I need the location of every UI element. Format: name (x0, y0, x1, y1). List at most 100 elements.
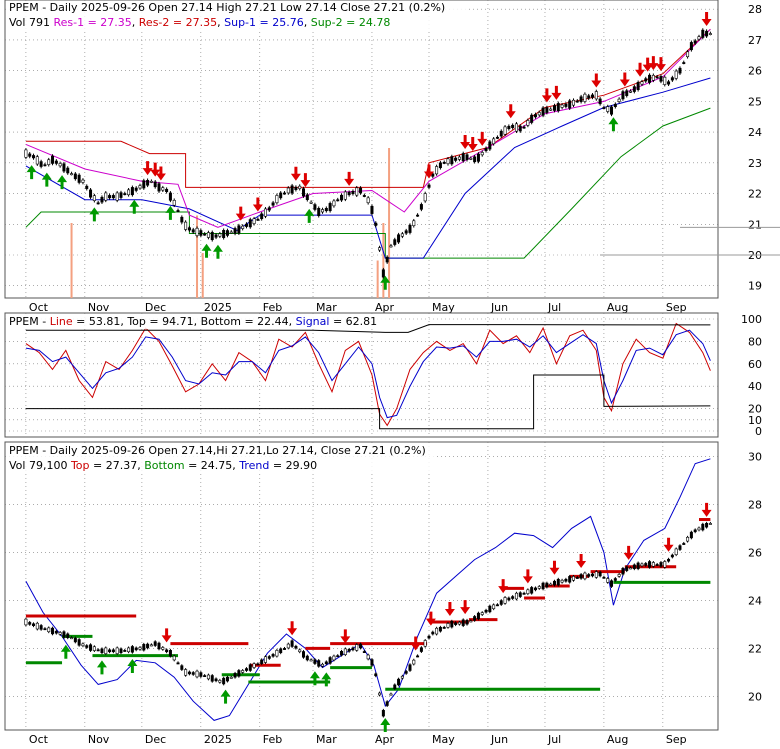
trend-candle-body-65 (271, 654, 275, 657)
price-sell-arrow-0 (142, 161, 153, 176)
price-candle-body-145 (575, 100, 579, 103)
trend-candle-body-164 (648, 561, 652, 568)
price-candle-body-19 (96, 202, 100, 205)
trend-sell-arrow-3 (410, 636, 421, 651)
price-candle-body-67 (279, 192, 283, 199)
trend-candle-body-29 (134, 647, 138, 651)
trend-candle-body-69 (286, 643, 290, 649)
price-candle-body-76 (313, 204, 317, 210)
trend-candle-body-103 (416, 655, 420, 658)
price-buy-arrow-3 (89, 207, 100, 222)
trend-candle-body-112 (450, 620, 454, 628)
trend-candle-body-125 (499, 600, 503, 605)
stoch-header-part-3: = 53.81, (73, 315, 128, 328)
trend-candle-body-148 (587, 574, 591, 577)
stoch-header-part-4: Top (126, 315, 146, 328)
price-candle-body-118 (473, 156, 477, 162)
price-sell-arrow-7 (344, 171, 355, 186)
trend-candle-body-1 (28, 622, 32, 625)
price-candle-body-81 (332, 200, 336, 207)
trend-candle-body-124 (495, 604, 499, 607)
price-ytick-6: 25 (748, 95, 762, 108)
trend-candle-body-19 (96, 649, 100, 652)
trend-header-line2: Vol 79,100 Top = 27.37, Bottom = 24.75, … (9, 459, 317, 472)
price-candle-body-133 (530, 114, 534, 123)
price-candle-body-166 (655, 76, 659, 79)
price-ytick-7: 26 (748, 65, 762, 78)
trend-candle-body-23 (111, 649, 115, 653)
price-candle-body-87 (355, 187, 359, 196)
price-buy-arrow-9 (380, 275, 391, 290)
price-candle-body-172 (678, 67, 682, 74)
price-candle-body-20 (100, 196, 104, 203)
trend-candle-body-37 (165, 649, 169, 653)
trend-candle-body-50 (214, 678, 218, 682)
price-candle-body-125 (499, 130, 503, 137)
trend-buy-arrow-2 (127, 658, 138, 673)
trend-candle-body-55 (233, 673, 237, 678)
trend-candle-body-131 (522, 592, 526, 595)
price-ytick-0: 19 (748, 280, 762, 293)
trend-sell-arrow-9 (549, 560, 560, 575)
price-candle-body-96 (389, 245, 393, 248)
stoch-header-part-1: - (39, 315, 50, 328)
price-sell-arrow-2 (155, 166, 166, 181)
trend-ytick-5: 30 (748, 450, 762, 463)
price-ytick-5: 24 (748, 126, 762, 139)
price-sell-arrow-3 (235, 206, 246, 221)
trend-candle-body-120 (480, 612, 484, 615)
trend-candle-body-122 (488, 605, 492, 613)
price-candle-body-117 (469, 157, 473, 160)
trend-candle-body-105 (423, 640, 427, 647)
trend-candle-body-58 (244, 668, 248, 671)
price-candle-body-159 (629, 90, 633, 93)
trend-candle-body-98 (397, 678, 401, 686)
trend-candle-body-94 (381, 710, 385, 717)
trend-candle-body-152 (602, 576, 606, 579)
price-candle-body-136 (541, 107, 545, 116)
price-candle-body-53 (225, 230, 229, 236)
trend-sell-arrow-11 (623, 545, 634, 560)
price-xtick-5: Mar (316, 301, 337, 314)
price-candle-body-124 (495, 136, 499, 139)
trend-candle-body-86 (351, 647, 355, 651)
price-candle-body-10 (62, 163, 66, 172)
trend-candle-body-78 (321, 663, 325, 667)
price-sell-arrow-1 (150, 162, 161, 177)
trend-header-line2-part-5: Trend (238, 459, 269, 472)
price-candle-body-101 (408, 224, 412, 233)
price-candle-body-157 (621, 91, 625, 100)
price-candle-body-171 (674, 70, 678, 79)
price-candle-body-113 (454, 157, 458, 161)
price-candle-body-169 (667, 81, 671, 85)
price-buy-arrow-2 (57, 175, 68, 190)
trend-candle-body-109 (438, 626, 442, 632)
trend-candle-body-85 (347, 649, 351, 652)
trend-candle-body-141 (560, 579, 564, 583)
trend-candle-body-52 (222, 677, 226, 685)
price-xtick-7: May (432, 301, 455, 314)
price-candle-body-25 (119, 192, 123, 198)
price-candle-body-33 (149, 180, 153, 183)
price-xtick-2: Dec (145, 301, 166, 314)
price-candle-body-63 (263, 208, 267, 217)
price-candle-body-93 (378, 247, 382, 251)
price-header-backdrop (6, 1, 466, 31)
price-candle-body-49 (210, 232, 214, 241)
price-candle-body-163 (644, 78, 648, 82)
price-candle-body-71 (294, 186, 298, 190)
price-candle-body-16 (85, 185, 89, 189)
price-candle-body-59 (248, 219, 252, 228)
trend-xtick-4: Feb (263, 733, 282, 745)
price-candle-body-94 (381, 269, 385, 278)
price-candle-body-88 (359, 187, 363, 194)
price-sell-arrow-9 (460, 135, 471, 149)
trend-candle-body-63 (263, 656, 267, 663)
price-candle-body-152 (602, 107, 606, 110)
trend-sell-arrow-10 (576, 554, 587, 568)
trend-sell-arrow-0 (161, 628, 172, 643)
trend-buy-arrow-3 (220, 689, 231, 704)
price-xtick-8: Jun (490, 301, 508, 314)
price-sell-arrow-5 (290, 166, 301, 181)
price-candle-body-151 (598, 98, 602, 105)
